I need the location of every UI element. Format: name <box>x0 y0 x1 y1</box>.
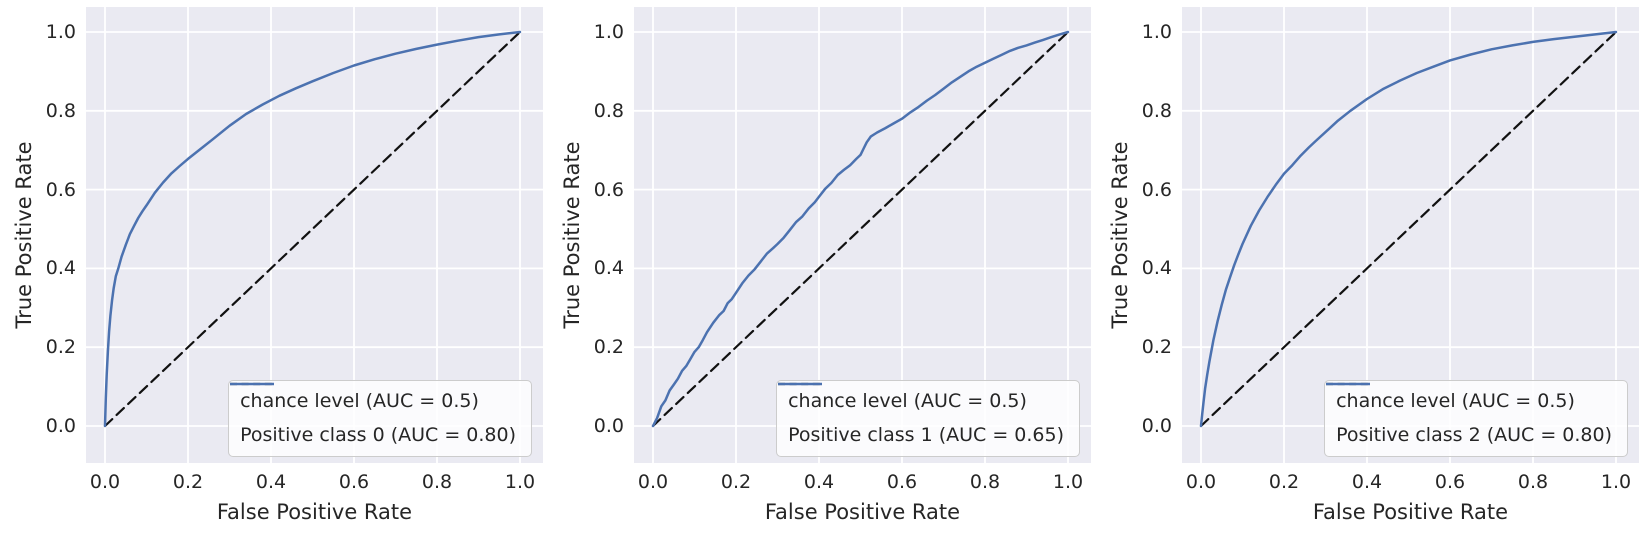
y-tick-label: 0.4 <box>1141 257 1172 280</box>
legend-label-chance: chance level (AUC = 0.5) <box>788 390 1027 412</box>
y-tick-label: 1.0 <box>45 21 76 43</box>
plot-area-class-1: chance level (AUC = 0.5) Positive class … <box>634 7 1091 463</box>
x-tick-label: 0.2 <box>720 471 752 493</box>
x-tick-label: 0.6 <box>338 471 370 493</box>
x-tick-label: 0.8 <box>421 471 453 493</box>
legend-entry-chance: chance level (AUC = 0.5) <box>778 382 1064 415</box>
plot-area-class-2: chance level (AUC = 0.5) Positive class … <box>1182 7 1639 463</box>
chance-level-line <box>103 30 522 428</box>
chance-level-line <box>1199 30 1618 428</box>
legend: chance level (AUC = 0.5) Positive class … <box>228 380 532 457</box>
x-tick-label: 0.0 <box>1185 471 1217 493</box>
solid-line-swatch-icon <box>778 382 823 386</box>
legend-entry-chance: chance level (AUC = 0.5) <box>230 382 516 415</box>
x-tick-label: 0.0 <box>637 471 669 493</box>
x-axis-label: False Positive Rate <box>1312 500 1509 524</box>
x-tick-label: 0.4 <box>803 471 835 493</box>
y-tick-label: 0.4 <box>45 257 76 280</box>
roc-chart-class-2 <box>1182 7 1639 463</box>
solid-line-swatch-icon <box>230 382 275 386</box>
legend-label-chance: chance level (AUC = 0.5) <box>1336 390 1575 412</box>
y-tick-label: 1.0 <box>593 21 624 43</box>
y-tick-label: 0.6 <box>1141 178 1172 201</box>
y-tick-label: 0.8 <box>1141 99 1172 122</box>
roc-curve <box>103 30 522 428</box>
legend-entry-roc: Positive class 1 (AUC = 0.65) <box>778 382 1064 449</box>
y-tick-label: 0.0 <box>1141 415 1172 437</box>
y-axis-label: True Positive Rate <box>560 141 584 329</box>
y-tick-label: 0.6 <box>593 178 624 201</box>
y-tick-label: 0.8 <box>593 99 624 122</box>
y-tick-label: 0.6 <box>45 178 76 201</box>
roc-chart-class-0 <box>86 7 543 463</box>
solid-line-swatch-icon <box>1326 382 1371 386</box>
y-tick-label: 0.0 <box>45 415 76 437</box>
legend-label-roc: Positive class 0 (AUC = 0.80) <box>240 424 516 446</box>
x-tick-label: 0.4 <box>255 471 287 493</box>
x-axis-label: False Positive Rate <box>216 500 413 524</box>
y-tick-label: 0.8 <box>45 99 76 122</box>
plot-area-class-0: chance level (AUC = 0.5) Positive class … <box>86 7 543 463</box>
chance-level-line <box>651 30 1070 428</box>
x-tick-label: 0.8 <box>1517 471 1549 493</box>
x-tick-label: 1.0 <box>1600 471 1632 493</box>
x-tick-label: 0.8 <box>969 471 1001 493</box>
legend-entry-chance: chance level (AUC = 0.5) <box>1326 382 1612 415</box>
legend: chance level (AUC = 0.5) Positive class … <box>776 380 1080 457</box>
y-tick-label: 1.0 <box>1141 21 1172 43</box>
x-tick-label: 0.6 <box>1434 471 1466 493</box>
y-axis-label: True Positive Rate <box>12 141 36 329</box>
x-axis-label: False Positive Rate <box>764 500 961 524</box>
x-tick-label: 0.2 <box>1268 471 1300 493</box>
y-tick-label: 0.2 <box>1141 336 1172 359</box>
x-tick-label: 0.2 <box>172 471 204 493</box>
legend-label-roc: Positive class 1 (AUC = 0.65) <box>788 424 1064 446</box>
y-tick-label: 0.4 <box>593 257 624 280</box>
roc-curve <box>1199 30 1618 428</box>
legend-label-chance: chance level (AUC = 0.5) <box>240 390 479 412</box>
y-tick-label: 0.0 <box>593 415 624 437</box>
legend: chance level (AUC = 0.5) Positive class … <box>1324 380 1628 457</box>
roc-curve <box>651 30 1070 428</box>
x-tick-label: 0.0 <box>89 471 121 493</box>
legend-entry-roc: Positive class 0 (AUC = 0.80) <box>230 382 516 449</box>
x-tick-label: 1.0 <box>504 471 536 493</box>
y-tick-label: 0.2 <box>593 336 624 359</box>
x-tick-label: 0.6 <box>886 471 918 493</box>
y-tick-label: 0.2 <box>45 336 76 359</box>
legend-entry-roc: Positive class 2 (AUC = 0.80) <box>1326 382 1612 449</box>
y-axis-label: True Positive Rate <box>1108 141 1132 329</box>
x-tick-label: 1.0 <box>1052 471 1084 493</box>
legend-label-roc: Positive class 2 (AUC = 0.80) <box>1336 424 1612 446</box>
x-tick-label: 0.4 <box>1351 471 1383 493</box>
